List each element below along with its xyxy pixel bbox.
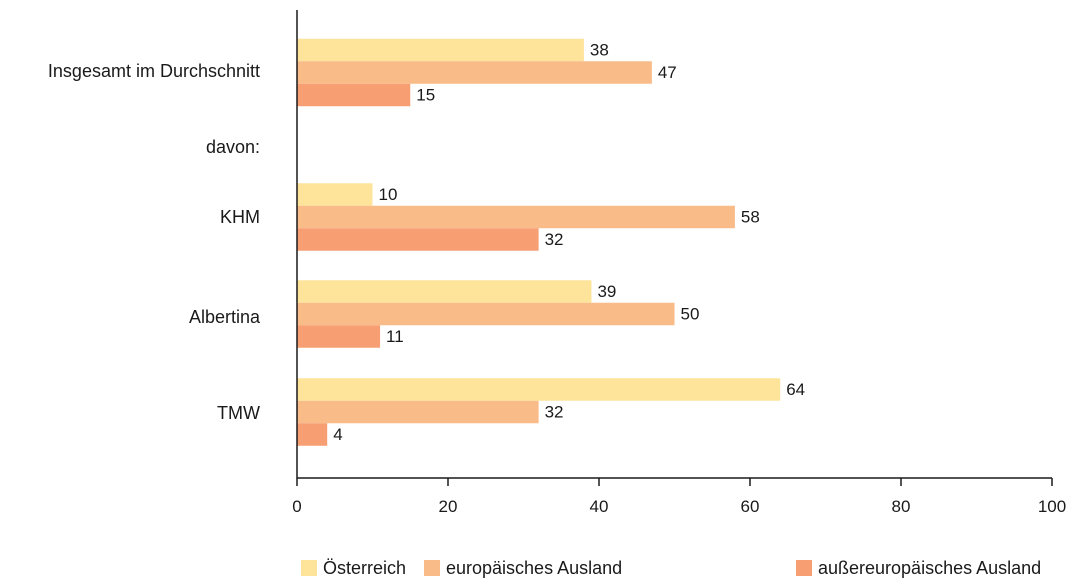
legend-label-oesterreich: Österreich	[323, 558, 406, 578]
legend-swatch-aussereuropaeisches-ausland	[796, 560, 812, 576]
axes-layer: 0 20 40 60 80 100	[292, 10, 1066, 516]
bar-insgesamt-im-durchschnitt-aussereuropaeisches-ausland	[297, 83, 411, 107]
category-label-khm: KHM	[220, 207, 260, 227]
value-label-albertina-oesterreich: 39	[597, 282, 616, 301]
value-label-insgesamt-im-durchschnitt-europaeisches-ausland: 47	[658, 63, 677, 82]
value-label-khm-europaeisches-ausland: 58	[741, 207, 760, 226]
x-tick-label-80: 80	[892, 497, 911, 516]
value-label-tmw-europaeisches-ausland: 32	[545, 402, 564, 421]
bar-insgesamt-im-durchschnitt-europaeisches-ausland	[297, 61, 652, 84]
legend-swatch-europaeisches-ausland	[424, 560, 440, 576]
legend: Österreich europäisches Ausland außereurop…	[301, 558, 1041, 578]
x-tick-label-0: 0	[292, 497, 301, 516]
bars-layer	[297, 38, 781, 446]
bar-khm-aussereuropaeisches-ausland	[297, 228, 539, 251]
bar-insgesamt-im-durchschnitt-oesterreich	[297, 38, 584, 62]
bar-tmw-aussereuropaeisches-ausland	[297, 423, 328, 446]
x-tick-label-40: 40	[590, 497, 609, 516]
value-label-khm-oesterreich: 10	[379, 185, 398, 204]
bar-tmw-oesterreich	[297, 378, 781, 401]
value-label-albertina-aussereuropaeisches-ausland: 11	[386, 327, 404, 346]
x-tick-label-20: 20	[439, 497, 458, 516]
value-label-tmw-oesterreich: 64	[786, 380, 805, 399]
labels-layer: Insgesamt im Durchschnitt davon: KHM Albert…	[48, 40, 805, 444]
x-tick-label-100: 100	[1038, 497, 1066, 516]
bar-khm-europaeisches-ausland	[297, 205, 735, 229]
category-label-albertina: Albertina	[189, 307, 261, 327]
value-label-tmw-aussereuropaeisches-ausland: 4	[333, 425, 342, 444]
x-tick-label-60: 60	[741, 497, 760, 516]
value-label-insgesamt-im-durchschnitt-oesterreich: 38	[590, 40, 609, 59]
bar-albertina-oesterreich	[297, 280, 592, 303]
category-label-tmw: TMW	[217, 403, 260, 423]
category-label-davon: davon:	[206, 137, 260, 157]
bar-khm-oesterreich	[297, 183, 373, 206]
bar-tmw-europaeisches-ausland	[297, 400, 539, 424]
value-label-khm-aussereuropaeisches-ausland: 32	[545, 230, 564, 249]
bar-albertina-europaeisches-ausland	[297, 302, 675, 326]
value-label-albertina-europaeisches-ausland: 50	[681, 304, 700, 323]
value-label-insgesamt-im-durchschnitt-aussereuropaeisches-ausland: 15	[416, 85, 435, 104]
category-label-insgesamt-im-durchschnitt: Insgesamt im Durchschnitt	[48, 61, 260, 81]
bar-albertina-aussereuropaeisches-ausland	[297, 325, 381, 348]
legend-label-europaeisches-ausland: europäisches Ausland	[446, 558, 622, 578]
legend-swatch-oesterreich	[301, 560, 317, 576]
legend-label-aussereuropaeisches-ausland: außereuropäisches Ausland	[818, 558, 1041, 578]
